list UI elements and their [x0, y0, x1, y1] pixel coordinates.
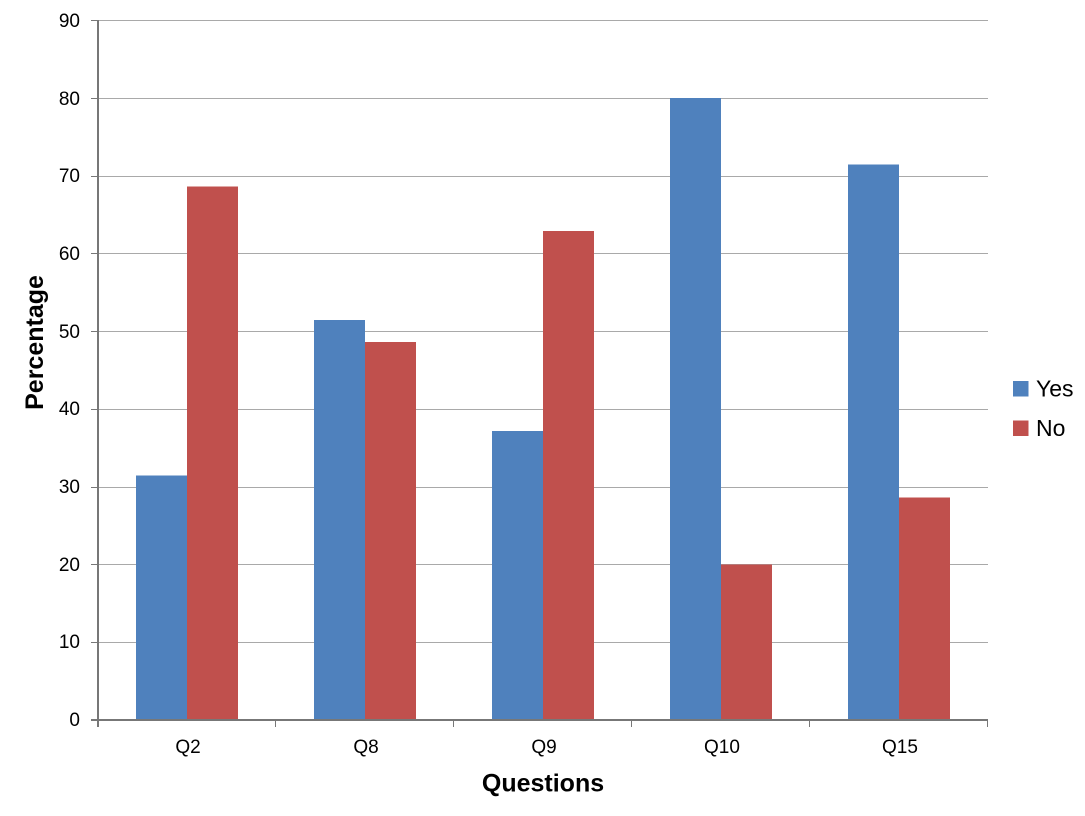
svg-text:Q10: Q10 [704, 737, 740, 758]
svg-text:50: 50 [59, 322, 80, 343]
svg-text:30: 30 [59, 477, 80, 498]
svg-text:Questions: Questions [482, 770, 604, 798]
svg-text:90: 90 [59, 11, 80, 32]
svg-text:40: 40 [59, 399, 80, 420]
svg-text:60: 60 [59, 244, 80, 265]
svg-text:10: 10 [59, 632, 80, 653]
svg-text:Yes: Yes [1036, 376, 1074, 402]
svg-text:Q8: Q8 [353, 737, 378, 758]
svg-text:Q15: Q15 [882, 737, 918, 758]
svg-text:20: 20 [59, 555, 80, 576]
svg-text:Q9: Q9 [531, 737, 556, 758]
svg-text:0: 0 [69, 710, 80, 731]
svg-text:Percentage: Percentage [21, 275, 49, 410]
svg-text:80: 80 [59, 89, 80, 110]
svg-text:No: No [1036, 415, 1065, 441]
svg-text:70: 70 [59, 166, 80, 187]
svg-text:Q2: Q2 [175, 737, 200, 758]
